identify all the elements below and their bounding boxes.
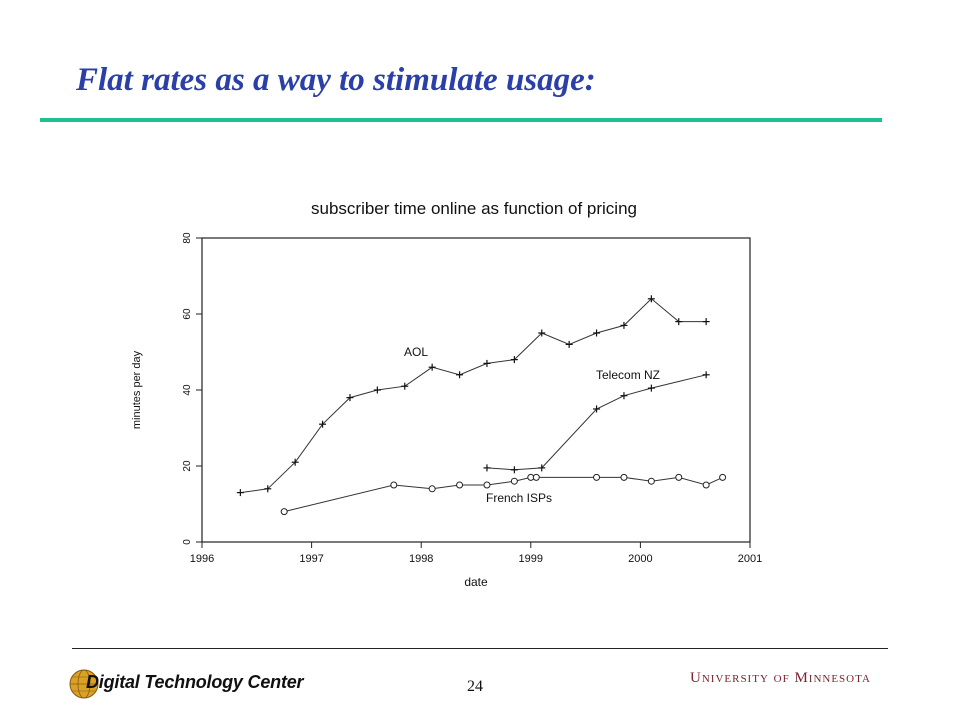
y-axis: 0 20 40 60 80 — [182, 232, 202, 545]
plot-frame — [201, 237, 751, 543]
data-point-aol — [401, 382, 409, 390]
data-point-french-isps — [483, 481, 491, 489]
y-tick-label: 20 — [182, 460, 193, 472]
data-point-aol — [428, 363, 436, 371]
series-line-telecom-nz — [486, 374, 707, 471]
series-line-aol — [240, 298, 707, 494]
university-logo: University of Minnesota — [690, 670, 871, 686]
y-tick-label: 60 — [182, 308, 193, 320]
digital-technology-center-logo: Digital Technology Center — [86, 672, 304, 692]
y-axis-label: minutes per day — [131, 350, 143, 429]
series-label-aol: AOL — [404, 345, 428, 359]
data-point-telecom-nz — [702, 371, 710, 379]
data-point-aol — [483, 359, 491, 367]
data-point-telecom-nz — [483, 464, 491, 472]
data-point-aol — [319, 420, 327, 428]
x-tick-label: 1996 — [190, 553, 214, 565]
x-tick-label: 1999 — [519, 553, 543, 565]
data-point-french-isps — [719, 473, 727, 481]
data-point-telecom-nz — [510, 466, 518, 474]
data-point-french-isps — [280, 508, 288, 516]
data-point-french-isps — [675, 473, 683, 481]
chart-title: subscriber time online as function of pr… — [311, 199, 637, 218]
page-number: 24 — [467, 678, 483, 695]
data-point-aol — [236, 489, 244, 497]
series-layer — [236, 295, 727, 516]
data-point-aol — [565, 340, 573, 348]
data-point-aol — [593, 329, 601, 337]
data-point-french-isps — [428, 485, 436, 493]
data-point-telecom-nz — [593, 405, 601, 413]
data-point-french-isps — [456, 481, 464, 489]
series-label-telecom-nz: Telecom NZ — [596, 368, 660, 382]
data-point-french-isps — [702, 481, 710, 489]
y-tick-label: 80 — [182, 232, 193, 244]
data-point-aol — [510, 356, 518, 364]
footer-divider — [72, 648, 888, 649]
line-chart: subscriber time online as function of pr… — [131, 199, 762, 589]
data-point-telecom-nz — [647, 384, 655, 392]
chart-container: subscriber time online as function of pr… — [120, 190, 800, 600]
globe-logo-icon — [69, 669, 99, 699]
data-point-aol — [456, 371, 464, 379]
data-point-aol — [647, 295, 655, 303]
x-tick-label: 2000 — [628, 553, 652, 565]
x-tick-label: 2001 — [738, 553, 762, 565]
x-axis: 1996 1997 1998 1999 2000 2001 — [190, 542, 762, 565]
data-point-aol — [702, 318, 710, 326]
x-axis-label: date — [464, 575, 488, 589]
y-tick-label: 0 — [182, 539, 193, 545]
x-tick-label: 1997 — [299, 553, 323, 565]
data-point-french-isps — [532, 473, 540, 481]
data-point-aol — [264, 485, 272, 493]
y-tick-label: 40 — [182, 384, 193, 396]
slide-title: Flat rates as a way to stimulate usage: — [76, 62, 596, 98]
data-point-french-isps — [620, 473, 628, 481]
data-point-aol — [346, 394, 354, 402]
series-label-french-isps: French ISPs — [486, 491, 552, 505]
data-point-aol — [373, 386, 381, 394]
x-tick-label: 1998 — [409, 553, 433, 565]
data-point-aol — [675, 318, 683, 326]
data-point-french-isps — [390, 481, 398, 489]
data-point-french-isps — [593, 473, 601, 481]
data-point-french-isps — [510, 477, 518, 485]
data-point-french-isps — [647, 477, 655, 485]
title-divider — [40, 118, 882, 122]
data-point-aol — [620, 321, 628, 329]
data-point-aol — [291, 458, 299, 466]
data-point-aol — [538, 329, 546, 337]
data-point-telecom-nz — [538, 464, 546, 472]
data-point-telecom-nz — [620, 392, 628, 400]
